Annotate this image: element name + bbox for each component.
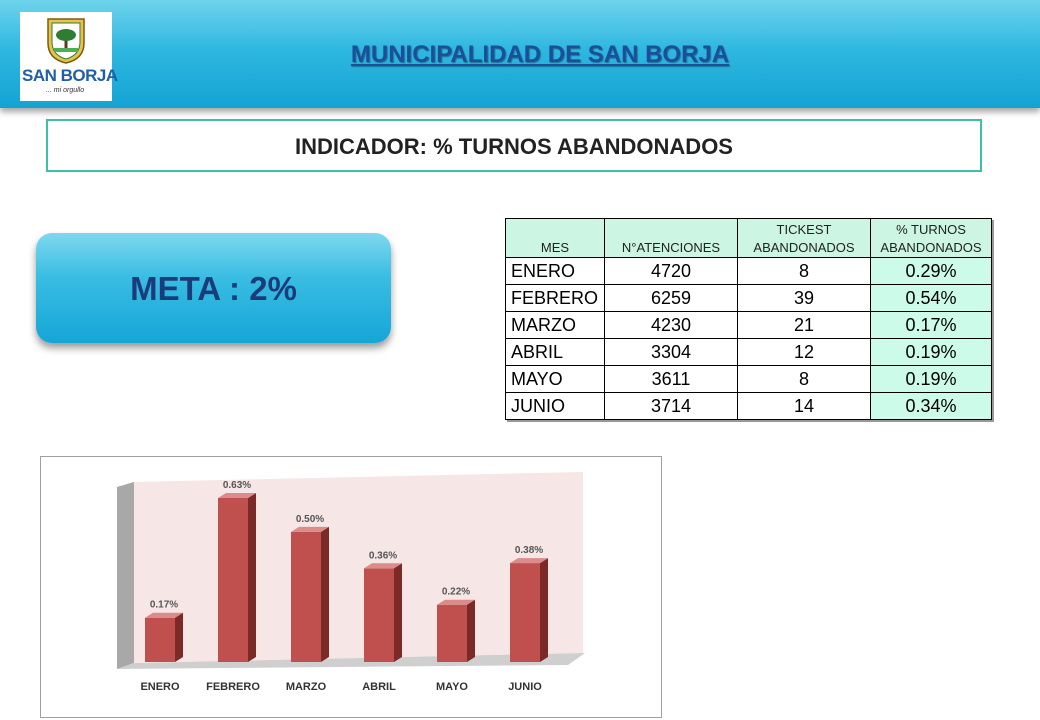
chart-bar-top — [364, 563, 402, 569]
bar-chart-svg: 0.17% ENERO 0.63% FEBRERO 0.50% MARZO 0.36% ABR… — [117, 472, 585, 693]
table-row: JUNIO 3714 14 0.34% — [505, 392, 992, 420]
municipality-logo: SAN BORJA ... mi orgullo — [20, 12, 118, 101]
data-table: MES N°ATENCIONES TICKEST ABANDONADOS % T… — [505, 218, 992, 420]
cell-pct: 0.54% — [870, 284, 992, 312]
indicator-panel: INDICADOR: % TURNOS ABANDONADOS — [46, 119, 982, 172]
chart-bar-top — [218, 493, 256, 498]
cell-pct: 0.17% — [870, 311, 992, 339]
cell-pct: 0.29% — [870, 257, 992, 285]
cell-atenciones: 3304 — [604, 338, 738, 366]
chart-category-label: ABRIL — [362, 681, 396, 693]
cell-atenciones: 3714 — [604, 392, 738, 420]
cell-atenciones: 3611 — [604, 365, 738, 393]
chart-data-label: 0.50% — [296, 514, 324, 525]
cell-month: FEBRERO — [505, 284, 605, 312]
header-pct: % TURNOS ABANDONADOS — [870, 218, 992, 258]
chart-data-label: 0.63% — [223, 480, 251, 491]
chart-bar-side — [248, 493, 256, 662]
cell-tickets: 39 — [737, 284, 871, 312]
cell-pct: 0.19% — [870, 365, 992, 393]
chart-bar-side — [540, 558, 548, 662]
cell-tickets: 12 — [737, 338, 871, 366]
chart-category-label: ENERO — [140, 681, 180, 693]
logo-tagline: ... mi orgullo — [46, 87, 85, 94]
cell-tickets: 8 — [737, 365, 871, 393]
table-row: MAYO 3611 8 0.19% — [505, 365, 992, 393]
header-banner: SAN BORJA ... mi orgullo MUNICIPALIDAD D… — [0, 0, 1040, 108]
chart-bar-top — [510, 558, 548, 564]
bar-chart: 0.17% ENERO 0.63% FEBRERO 0.50% MARZO 0.36% ABR… — [40, 456, 662, 718]
chart-category-label: FEBRERO — [206, 681, 260, 693]
cell-pct: 0.34% — [870, 392, 992, 420]
cell-month: ABRIL — [505, 338, 605, 366]
chart-data-label: 0.36% — [369, 550, 397, 561]
cell-atenciones: 4720 — [604, 257, 738, 285]
chart-data-label: 0.22% — [442, 587, 470, 598]
header-atenciones: N°ATENCIONES — [604, 218, 738, 258]
chart-bar-abril — [364, 568, 394, 662]
cell-month: JUNIO — [505, 392, 605, 420]
chart-bar-side — [321, 526, 329, 662]
chart-bar-mayo — [437, 604, 467, 662]
chart-category-label: MARZO — [286, 681, 327, 693]
cell-month: ENERO — [505, 257, 605, 285]
cell-tickets: 14 — [737, 392, 871, 420]
chart-data-label: 0.17% — [150, 600, 178, 611]
meta-badge: META : 2% — [36, 233, 391, 343]
header-mes: MES — [505, 218, 605, 258]
cell-atenciones: 4230 — [604, 311, 738, 339]
logo-name: SAN BORJA — [22, 66, 118, 85]
cell-tickets: 21 — [737, 311, 871, 339]
chart-side-wall — [117, 482, 134, 669]
cell-atenciones: 6259 — [604, 284, 738, 312]
table-row: FEBRERO 6259 39 0.54% — [505, 284, 992, 312]
table-row: MARZO 4230 21 0.17% — [505, 311, 992, 339]
table-row: ENERO 4720 8 0.29% — [505, 257, 992, 285]
chart-bar-enero — [145, 617, 175, 662]
chart-bar-febrero — [218, 498, 248, 662]
chart-bar-side — [394, 563, 402, 662]
chart-category-label: JUNIO — [508, 681, 542, 693]
chart-data-label: 0.38% — [515, 545, 543, 556]
chart-bar-marzo — [291, 531, 321, 662]
page-title: MUNICIPALIDAD DE SAN BORJA — [350, 41, 730, 68]
chart-bar-top — [437, 599, 475, 605]
header-tickets: TICKEST ABANDONADOS — [737, 218, 871, 258]
chart-bar-top — [291, 526, 329, 532]
table-row: ABRIL 3304 12 0.19% — [505, 338, 992, 366]
cell-pct: 0.19% — [870, 338, 992, 366]
chart-bar-side — [175, 612, 183, 662]
chart-bar-side — [467, 599, 475, 662]
cell-month: MAYO — [505, 365, 605, 393]
chart-bar-junio — [510, 563, 540, 662]
table-header-row: MES N°ATENCIONES TICKEST ABANDONADOS % T… — [505, 218, 992, 258]
cell-month: MARZO — [505, 311, 605, 339]
indicator-title: INDICADOR: % TURNOS ABANDONADOS — [295, 134, 733, 159]
crest-icon — [47, 18, 85, 64]
chart-category-label: MAYO — [436, 681, 468, 693]
cell-tickets: 8 — [737, 257, 871, 285]
meta-label: META : 2% — [130, 270, 297, 307]
chart-bar-top — [145, 612, 183, 618]
